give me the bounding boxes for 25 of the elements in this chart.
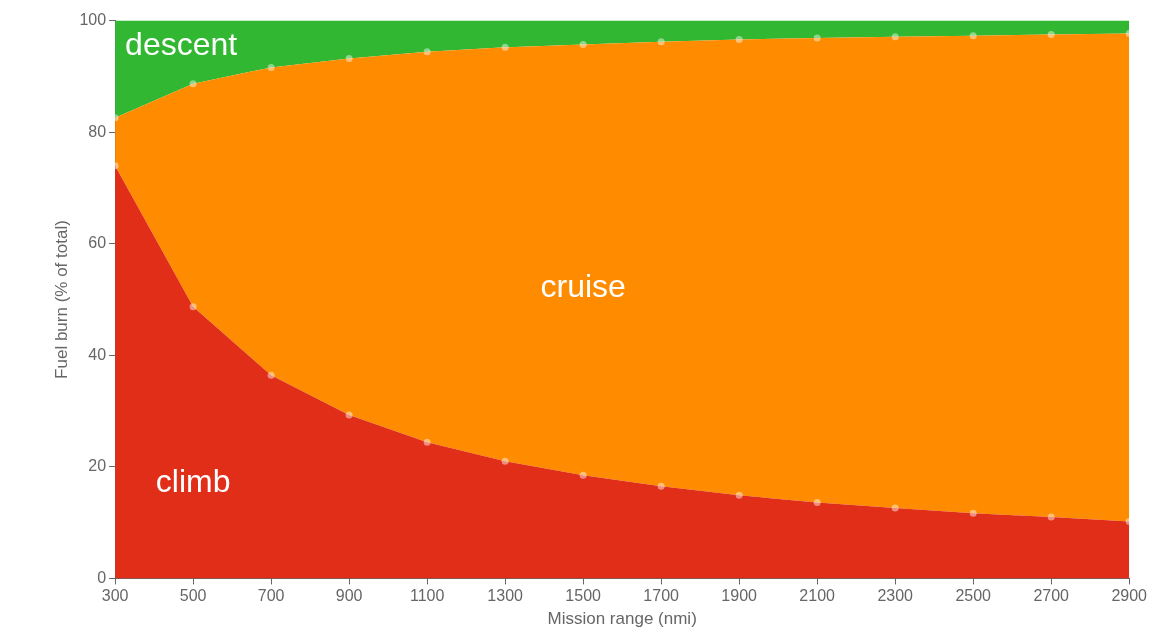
y-axis-title: Fuel burn (% of total) (51, 220, 71, 379)
x-axis-title: Mission range (nmi) (547, 609, 697, 629)
x-tick-label: 500 (179, 587, 207, 605)
y-tick-label: 20 (88, 457, 107, 475)
series-label: climb (155, 463, 231, 500)
x-tick-label: 2700 (1033, 587, 1070, 605)
y-tick-label: 100 (79, 11, 107, 29)
series-label: descent (125, 26, 238, 63)
y-tick-label: 60 (88, 234, 107, 252)
x-tick-label: 1100 (409, 587, 445, 605)
x-tick-label: 1500 (565, 587, 602, 605)
y-tick-label: 40 (88, 345, 107, 363)
x-tick-label: 900 (335, 587, 363, 605)
x-tick-label: 2100 (799, 587, 836, 605)
x-tick-label: 300 (101, 587, 129, 605)
series-label: cruise (540, 268, 626, 305)
x-tick-label: 2300 (877, 587, 914, 605)
x-tick-label: 2900 (1111, 587, 1148, 605)
x-tick-label: 1300 (487, 587, 524, 605)
x-tick-label: 700 (257, 587, 285, 605)
x-tick-label: 2500 (955, 587, 992, 605)
y-tick-label: 0 (97, 568, 107, 586)
x-tick-label: 1900 (721, 587, 758, 605)
y-tick-label: 80 (88, 122, 107, 140)
x-tick-label: 1700 (643, 587, 680, 605)
